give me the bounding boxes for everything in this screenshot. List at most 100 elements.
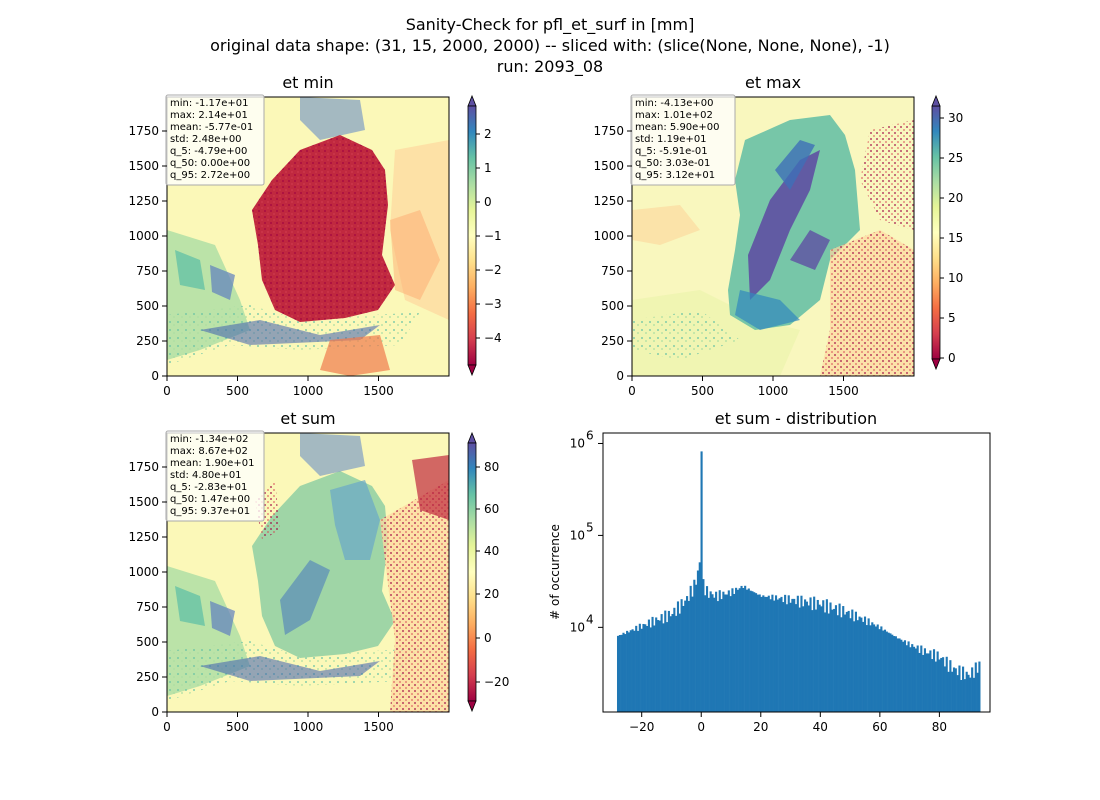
stats-line: q_95: 2.72e+00 bbox=[170, 170, 250, 181]
histogram-bar bbox=[767, 595, 770, 712]
y-tick-label: 750 bbox=[136, 264, 159, 278]
histogram-bar bbox=[647, 619, 650, 712]
x-tick-label: 500 bbox=[226, 720, 249, 734]
histogram-bar bbox=[649, 627, 652, 712]
colorbar-tick-label: −20 bbox=[484, 675, 509, 689]
histogram-bar bbox=[952, 667, 956, 712]
histogram-bar bbox=[780, 596, 783, 712]
stats-line: mean: 1.90e+01 bbox=[170, 458, 254, 469]
histogram-bar bbox=[874, 626, 877, 712]
x-tick-label: 40 bbox=[813, 720, 828, 734]
histogram-bar bbox=[804, 599, 807, 712]
histogram-bar bbox=[938, 659, 941, 712]
y-tick-label: 250 bbox=[136, 670, 159, 684]
histogram-bar bbox=[814, 609, 818, 712]
histogram-bar bbox=[865, 625, 868, 712]
histogram-bar bbox=[949, 660, 952, 712]
panel-et-max: et max min: -4.13e+00 max: 1.01e+02 mean… bbox=[593, 73, 963, 398]
x-tick-label: 0 bbox=[697, 720, 705, 734]
histogram-bar bbox=[675, 615, 678, 712]
histogram-bar bbox=[791, 598, 794, 712]
histogram-bar bbox=[936, 651, 939, 712]
histogram-bar bbox=[932, 649, 936, 712]
histogram-bar bbox=[831, 609, 834, 712]
y-tick-label: 750 bbox=[601, 264, 624, 278]
histogram-bar bbox=[898, 638, 901, 712]
histogram-bar bbox=[914, 648, 917, 712]
histogram-bar bbox=[923, 648, 926, 712]
histogram-bar bbox=[824, 612, 827, 712]
colorbar-tick-label: 1 bbox=[484, 161, 492, 175]
histogram-bar bbox=[927, 653, 930, 712]
histogram-bar bbox=[905, 645, 908, 712]
histogram-bar bbox=[698, 562, 701, 712]
y-tick-label: 1500 bbox=[593, 159, 624, 173]
histogram-bar bbox=[727, 590, 730, 712]
histogram-bar bbox=[809, 597, 812, 712]
histogram-bar bbox=[878, 629, 881, 712]
histogram-bar bbox=[736, 589, 739, 712]
histogram-bar bbox=[740, 585, 743, 712]
histogram-bar bbox=[680, 599, 683, 712]
histogram-bar bbox=[854, 611, 857, 712]
histogram-bar bbox=[858, 616, 861, 712]
y-tick-label: 1250 bbox=[593, 194, 624, 208]
histogram-bar bbox=[656, 620, 660, 712]
histogram-bar bbox=[825, 599, 828, 712]
histogram-bar bbox=[749, 590, 752, 712]
histogram-bar bbox=[704, 595, 707, 712]
y-tick-label: 250 bbox=[601, 334, 624, 348]
x-tick-label: 1000 bbox=[758, 384, 789, 398]
colorbar-tick-label: 40 bbox=[484, 544, 499, 558]
histogram-bar bbox=[811, 610, 814, 712]
stats-line: min: -1.17e+01 bbox=[170, 98, 249, 109]
histogram-bars bbox=[616, 451, 981, 712]
y-tick-label: 1500 bbox=[128, 159, 159, 173]
x-tick-label: 1500 bbox=[828, 384, 859, 398]
y-tick-exponent: 5 bbox=[586, 520, 594, 534]
y-axis: 0 250 500 750 1000 1250 1500 1750 bbox=[593, 124, 632, 383]
colorbar-tick-label: 2 bbox=[484, 127, 492, 141]
histogram-bar bbox=[802, 606, 805, 712]
stats-box: min: -1.17e+01 max: 2.14e+01 mean: -5.77… bbox=[165, 94, 265, 186]
colorbar-tick-label: 20 bbox=[948, 191, 963, 205]
histogram-bar bbox=[653, 625, 656, 712]
histogram-bar bbox=[969, 677, 972, 712]
stats-line: min: -4.13e+00 bbox=[635, 98, 714, 109]
histogram-bar bbox=[760, 596, 763, 712]
histogram-bar bbox=[891, 634, 894, 712]
histogram-bar bbox=[640, 628, 643, 712]
histogram-bar bbox=[666, 622, 669, 712]
histogram-bar bbox=[931, 659, 934, 712]
histogram-bar bbox=[882, 630, 885, 712]
histogram-bar bbox=[711, 594, 714, 712]
histogram-bar bbox=[724, 594, 727, 712]
x-tick-label: 0 bbox=[163, 384, 171, 398]
histogram-bar bbox=[695, 584, 698, 712]
colorbar-tick-label: 25 bbox=[948, 151, 963, 165]
histogram-bar bbox=[845, 611, 848, 712]
histogram-bar bbox=[967, 674, 970, 712]
histogram-bar bbox=[911, 644, 914, 712]
histogram-bar bbox=[934, 661, 937, 712]
panel-et-min: et min min: -1.17e+01 max: 2.14e+01 mean… bbox=[128, 73, 501, 398]
figure-title-line-3: run: 2093_08 bbox=[497, 57, 603, 77]
x-axis: −20 0 20 40 60 80 bbox=[629, 712, 947, 734]
histogram-bar bbox=[644, 624, 647, 712]
histogram-bar bbox=[889, 633, 892, 712]
histogram-bar bbox=[667, 610, 670, 712]
histogram-bar bbox=[707, 597, 710, 712]
heatmap-image bbox=[167, 433, 449, 712]
histogram-bar bbox=[755, 593, 758, 712]
histogram-bar bbox=[689, 585, 692, 712]
y-tick-label: 1000 bbox=[128, 229, 159, 243]
histogram-bar bbox=[636, 630, 640, 712]
histogram-bar bbox=[687, 600, 690, 712]
histogram-bar bbox=[807, 605, 810, 712]
histogram-bar bbox=[829, 602, 832, 712]
histogram-bar bbox=[664, 610, 667, 712]
histogram-bar bbox=[922, 654, 925, 712]
y-tick-label: 10 bbox=[570, 528, 585, 542]
histogram-bar bbox=[676, 601, 680, 712]
histogram-bar bbox=[747, 588, 750, 712]
